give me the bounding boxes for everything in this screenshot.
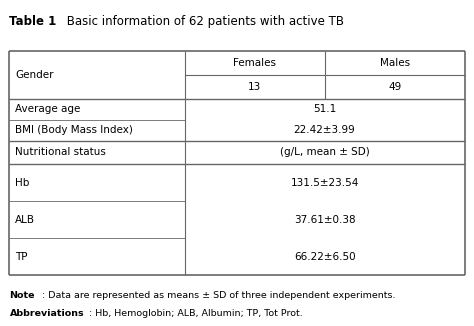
Text: TP: TP	[15, 252, 27, 262]
Text: Basic information of 62 patients with active TB: Basic information of 62 patients with ac…	[63, 15, 344, 28]
Text: 13: 13	[248, 82, 261, 92]
Text: 37.61±0.38: 37.61±0.38	[294, 215, 356, 225]
Text: Females: Females	[233, 58, 276, 67]
Text: Table 1: Table 1	[9, 15, 57, 28]
Text: Average age: Average age	[15, 104, 81, 114]
Text: 22.42±3.99: 22.42±3.99	[294, 125, 356, 135]
Text: Abbreviations: Abbreviations	[9, 309, 84, 318]
Text: Gender: Gender	[15, 70, 54, 80]
Text: : Hb, Hemoglobin; ALB, Albumin; TP, Tot Prot.: : Hb, Hemoglobin; ALB, Albumin; TP, Tot …	[89, 309, 302, 318]
Text: Nutritional status: Nutritional status	[15, 147, 106, 157]
Text: Hb: Hb	[15, 178, 29, 188]
Text: ALB: ALB	[15, 215, 35, 225]
Text: 66.22±6.50: 66.22±6.50	[294, 252, 356, 262]
Text: : Data are represented as means ± SD of three independent experiments.: : Data are represented as means ± SD of …	[42, 290, 395, 300]
Text: 49: 49	[388, 82, 401, 92]
Text: BMI (Body Mass Index): BMI (Body Mass Index)	[15, 125, 133, 135]
Text: Males: Males	[380, 58, 410, 67]
Text: 131.5±23.54: 131.5±23.54	[291, 178, 359, 188]
Text: Note: Note	[9, 290, 35, 300]
Text: 51.1: 51.1	[313, 104, 336, 114]
Text: (g/L, mean ± SD): (g/L, mean ± SD)	[280, 147, 369, 157]
